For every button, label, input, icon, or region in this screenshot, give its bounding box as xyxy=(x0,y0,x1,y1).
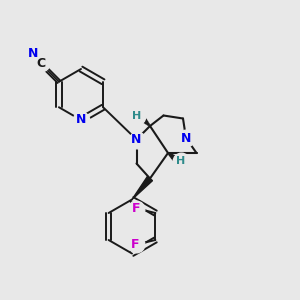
Polygon shape xyxy=(141,117,146,122)
Text: H: H xyxy=(133,111,142,121)
Polygon shape xyxy=(168,153,169,154)
Text: N: N xyxy=(28,47,39,60)
Polygon shape xyxy=(132,176,152,200)
Polygon shape xyxy=(172,156,176,160)
Polygon shape xyxy=(143,119,147,123)
Text: N: N xyxy=(181,131,191,145)
Text: H: H xyxy=(176,155,185,166)
Text: C: C xyxy=(37,57,46,70)
Text: N: N xyxy=(131,133,142,146)
Text: N: N xyxy=(76,113,86,127)
Polygon shape xyxy=(145,121,148,124)
Polygon shape xyxy=(147,123,149,125)
Polygon shape xyxy=(171,155,175,159)
Text: F: F xyxy=(131,238,140,251)
Polygon shape xyxy=(170,154,173,157)
Text: F: F xyxy=(132,202,140,215)
Polygon shape xyxy=(169,154,171,156)
Polygon shape xyxy=(149,125,150,126)
